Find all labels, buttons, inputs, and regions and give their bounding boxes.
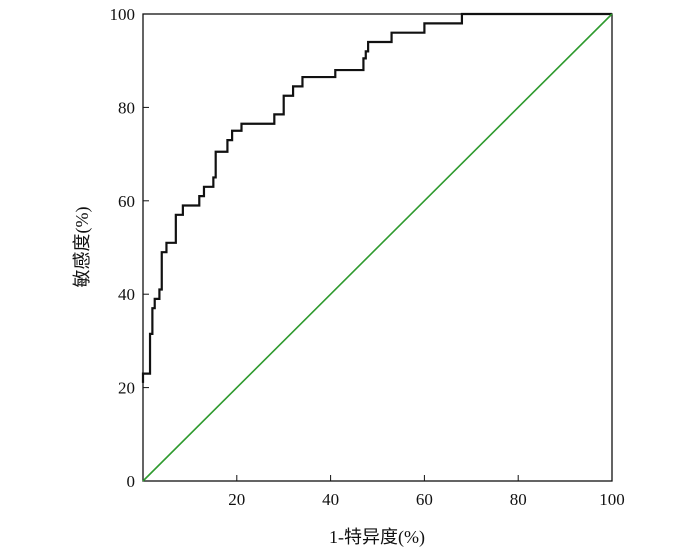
x-axis-title: 1-特异度(%) (329, 527, 425, 548)
x-axis-ticks: 20 40 60 80 100 (228, 475, 625, 509)
plot-frame (142, 13, 613, 482)
y-axis-ticks: 0 20 40 60 80 100 (110, 5, 149, 491)
y-tick-label: 80 (118, 98, 135, 117)
y-tick-label: 20 (118, 379, 135, 398)
y-tick-label: 0 (127, 472, 136, 491)
x-tick-label: 40 (322, 490, 339, 509)
x-tick-label: 100 (599, 490, 625, 509)
roc-curve-line (141, 12, 612, 383)
x-tick-label: 80 (510, 490, 527, 509)
y-tick-label: 60 (118, 192, 135, 211)
y-tick-label: 40 (118, 285, 135, 304)
x-tick-label: 20 (228, 490, 245, 509)
x-tick-label: 60 (416, 490, 433, 509)
reference-diagonal-line (142, 13, 613, 482)
series-layer (141, 12, 613, 482)
y-axis-title: 敏感度(%) (72, 207, 93, 288)
y-tick-label: 100 (110, 5, 136, 24)
